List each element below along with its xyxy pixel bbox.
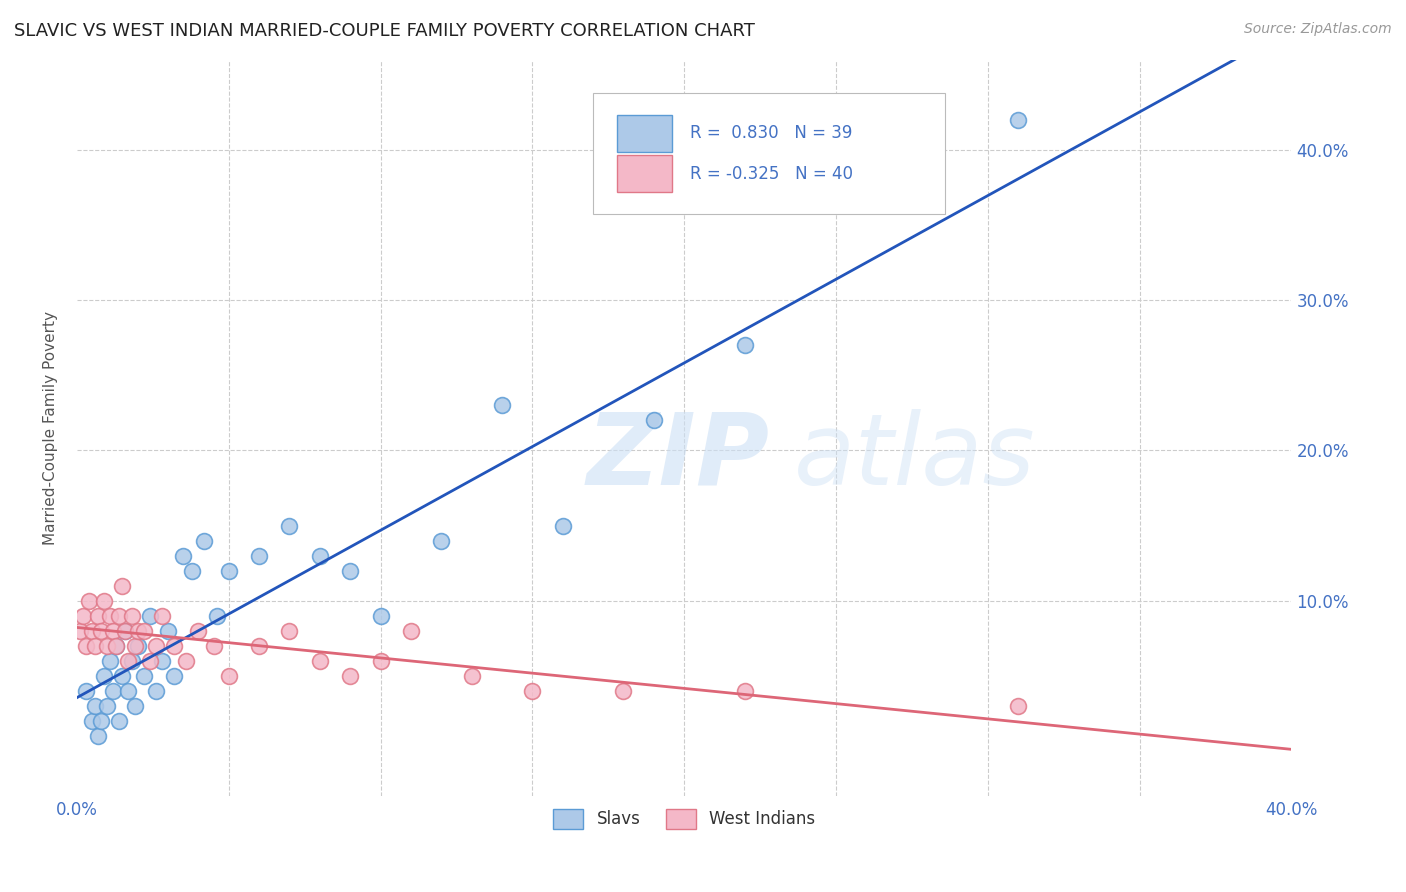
Point <box>150 608 173 623</box>
Point <box>399 624 422 638</box>
Point <box>132 669 155 683</box>
Point <box>308 654 330 668</box>
Point <box>69 624 91 638</box>
Point <box>218 669 240 683</box>
Point <box>108 608 131 623</box>
Point <box>522 684 544 698</box>
Point <box>145 684 167 698</box>
Point <box>127 639 149 653</box>
Point <box>278 624 301 638</box>
Point <box>98 654 121 668</box>
Point <box>643 413 665 427</box>
Point <box>121 654 143 668</box>
Point <box>145 639 167 653</box>
Point <box>84 698 107 713</box>
Point <box>193 533 215 548</box>
Point <box>370 608 392 623</box>
FancyBboxPatch shape <box>593 93 945 214</box>
Point <box>75 639 97 653</box>
Point <box>1007 698 1029 713</box>
Point <box>103 684 125 698</box>
Point <box>114 624 136 638</box>
Point <box>551 518 574 533</box>
Point <box>117 684 139 698</box>
Point <box>72 608 94 623</box>
Point <box>370 654 392 668</box>
Point <box>172 549 194 563</box>
Point <box>163 639 186 653</box>
Point <box>93 593 115 607</box>
Point <box>87 608 110 623</box>
FancyBboxPatch shape <box>617 155 672 192</box>
Point <box>612 684 634 698</box>
Point <box>187 624 209 638</box>
Point <box>156 624 179 638</box>
Point <box>132 624 155 638</box>
Point <box>278 518 301 533</box>
Point <box>150 654 173 668</box>
Point <box>77 593 100 607</box>
Point <box>127 624 149 638</box>
Point <box>734 684 756 698</box>
Point <box>124 698 146 713</box>
Point <box>339 564 361 578</box>
Point <box>139 654 162 668</box>
Text: SLAVIC VS WEST INDIAN MARRIED-COUPLE FAMILY POVERTY CORRELATION CHART: SLAVIC VS WEST INDIAN MARRIED-COUPLE FAM… <box>14 22 755 40</box>
Point <box>108 714 131 728</box>
Point <box>103 624 125 638</box>
Point <box>105 639 128 653</box>
Point <box>247 639 270 653</box>
Text: Source: ZipAtlas.com: Source: ZipAtlas.com <box>1244 22 1392 37</box>
Point <box>181 564 204 578</box>
Point <box>163 669 186 683</box>
Point <box>121 608 143 623</box>
Legend: Slavs, West Indians: Slavs, West Indians <box>547 802 821 836</box>
Point <box>96 639 118 653</box>
Point <box>734 338 756 352</box>
Y-axis label: Married-Couple Family Poverty: Married-Couple Family Poverty <box>44 310 58 545</box>
Point <box>247 549 270 563</box>
Point <box>430 533 453 548</box>
Point <box>105 639 128 653</box>
Point <box>111 579 134 593</box>
Point <box>90 624 112 638</box>
Point <box>308 549 330 563</box>
Text: R =  0.830   N = 39: R = 0.830 N = 39 <box>690 124 852 142</box>
Point <box>218 564 240 578</box>
Point <box>93 669 115 683</box>
Point <box>339 669 361 683</box>
Point <box>75 684 97 698</box>
Point <box>80 714 103 728</box>
Point <box>96 698 118 713</box>
Point <box>124 639 146 653</box>
Point <box>90 714 112 728</box>
Point <box>117 654 139 668</box>
Text: R = -0.325   N = 40: R = -0.325 N = 40 <box>690 165 853 183</box>
Text: atlas: atlas <box>793 409 1035 506</box>
Point <box>114 624 136 638</box>
Point <box>174 654 197 668</box>
Point <box>98 608 121 623</box>
Point <box>1007 112 1029 127</box>
Point <box>202 639 225 653</box>
Point <box>460 669 482 683</box>
Point <box>80 624 103 638</box>
Point <box>84 639 107 653</box>
Text: ZIP: ZIP <box>586 409 770 506</box>
Point <box>87 729 110 743</box>
Point <box>205 608 228 623</box>
Point <box>139 608 162 623</box>
Point <box>491 398 513 412</box>
Point <box>111 669 134 683</box>
FancyBboxPatch shape <box>617 115 672 152</box>
